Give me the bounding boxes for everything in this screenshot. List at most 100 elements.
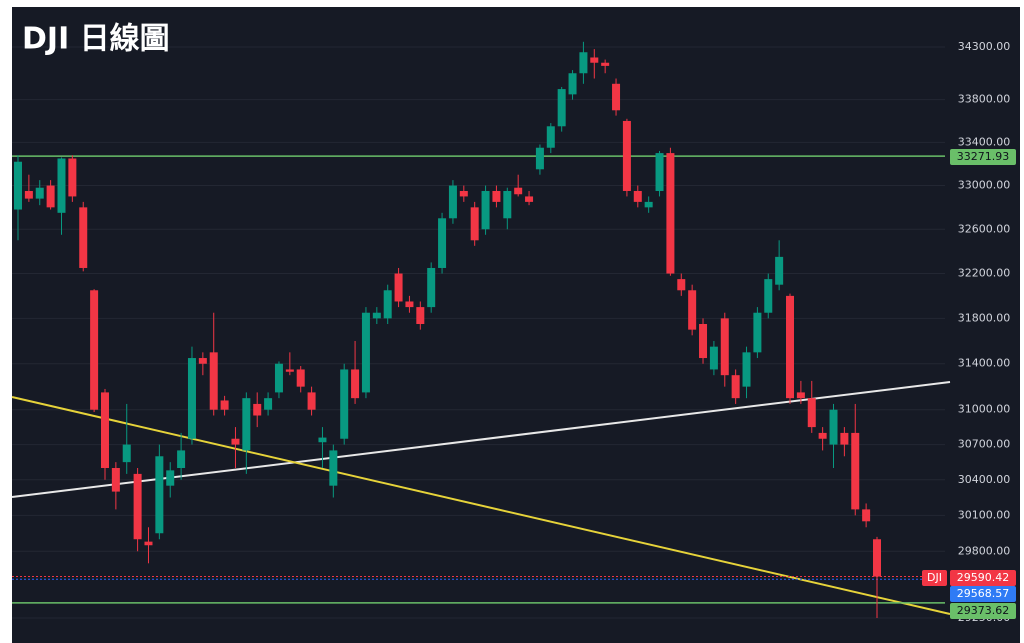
price-tag <box>950 586 1016 602</box>
candle-body <box>187 358 196 439</box>
candle-body <box>372 312 381 319</box>
candle-body <box>590 57 599 63</box>
candle-body <box>775 256 784 285</box>
candle-body <box>35 187 44 199</box>
candle-body <box>133 473 142 540</box>
candle-body <box>448 185 457 219</box>
candle-body <box>655 153 664 191</box>
y-tick-label: 29800.00 <box>958 544 1011 557</box>
candle-body <box>764 279 773 313</box>
candle-body <box>405 301 414 308</box>
candle-body <box>503 190 512 219</box>
candle-body <box>274 363 283 393</box>
candle-body <box>546 126 555 148</box>
price-tag-label: 33271.93 <box>957 150 1010 163</box>
y-tick-label: 31800.00 <box>958 311 1011 324</box>
candle-body <box>851 432 860 510</box>
candle-body <box>24 190 33 199</box>
price-tag <box>950 570 1016 586</box>
candle-body <box>840 432 849 445</box>
candle-body <box>514 187 523 195</box>
price-tag <box>950 603 1016 619</box>
candle-body <box>731 375 740 399</box>
y-tick-label: 32600.00 <box>958 222 1011 235</box>
candle-body <box>557 89 566 127</box>
y-tick-label: 33400.00 <box>958 135 1011 148</box>
candle-body <box>198 358 207 364</box>
candle-body <box>231 438 240 445</box>
candle-body <box>818 432 827 439</box>
candle-body <box>122 444 131 463</box>
y-tick-label: 32200.00 <box>958 267 1011 280</box>
candle-body <box>427 267 436 308</box>
candle-body <box>873 539 881 577</box>
candle-body <box>285 369 294 372</box>
candle-body <box>829 409 838 445</box>
candle-body <box>14 161 22 210</box>
candle-body <box>111 468 120 492</box>
y-tick-label: 34300.00 <box>958 40 1011 53</box>
candle-body <box>100 392 109 469</box>
candle-body <box>481 190 490 230</box>
candle-body <box>144 541 153 546</box>
candle-body <box>318 437 327 443</box>
price-tag-label: 29568.57 <box>957 587 1010 600</box>
candle-body <box>394 273 403 302</box>
candle-body <box>340 369 349 439</box>
candle-body <box>688 290 697 330</box>
candle-body <box>786 295 795 399</box>
y-tick-label: 33000.00 <box>958 179 1011 192</box>
candle-body <box>677 279 686 291</box>
y-tick-label: 33800.00 <box>958 93 1011 106</box>
candle-body <box>79 207 88 268</box>
candle-body <box>329 450 338 486</box>
candle-body <box>535 147 544 170</box>
y-tick-label: 31400.00 <box>958 357 1011 370</box>
candle-body <box>68 158 77 197</box>
candle-body <box>709 346 718 370</box>
candle-body <box>46 185 55 208</box>
candle-body <box>438 218 447 268</box>
y-tick-label: 31000.00 <box>958 403 1011 416</box>
candle-body <box>166 470 175 486</box>
candle-body <box>742 352 751 387</box>
candle-body <box>862 509 871 522</box>
candle-body <box>796 392 805 399</box>
candle-body <box>155 456 164 534</box>
candle-body <box>753 312 762 353</box>
candle-body <box>666 153 675 274</box>
candle-body <box>492 190 501 202</box>
candle-body <box>633 190 642 202</box>
candle-body <box>351 369 360 399</box>
candle-body <box>361 312 370 393</box>
candle-body <box>416 307 425 324</box>
price-tag-label: 29373.62 <box>957 604 1010 617</box>
price-tag <box>950 149 1016 165</box>
candle-body <box>220 400 229 410</box>
candle-body <box>90 290 99 410</box>
candle-body <box>622 120 631 191</box>
price-axis: 34300.00 33800.00 33400.00 33000.00 32600.00… <box>922 40 1016 624</box>
candle-body <box>383 290 392 319</box>
candle-body <box>209 352 218 410</box>
symbol-tag <box>922 570 947 586</box>
candle-body <box>242 398 251 451</box>
candle-body <box>253 403 262 416</box>
candle-body <box>601 62 610 66</box>
candle-body <box>307 392 316 410</box>
chart-panel <box>12 7 1020 643</box>
candle-body <box>177 450 186 469</box>
price-tag-label: 29590.42 <box>957 571 1010 584</box>
candle-body <box>57 158 66 213</box>
candle-body <box>568 73 577 95</box>
candle-body <box>644 201 653 208</box>
candle-body <box>296 369 305 387</box>
y-tick-label: 30400.00 <box>958 473 1011 486</box>
candle-body <box>264 398 273 410</box>
y-tick-label: 30700.00 <box>958 438 1011 451</box>
candle-body <box>612 83 621 111</box>
candle-body <box>470 207 479 241</box>
y-tick-label: 30100.00 <box>958 508 1011 521</box>
plot <box>12 41 945 619</box>
